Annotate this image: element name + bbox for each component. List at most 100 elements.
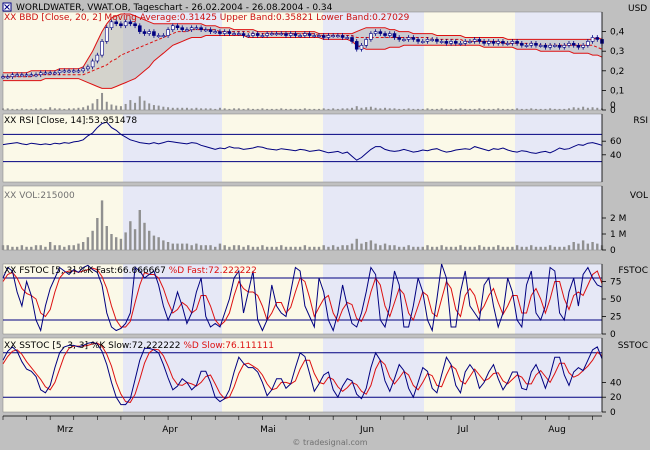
volume-bar <box>464 246 467 250</box>
volume-bar <box>397 246 401 250</box>
price-volume-bar <box>242 108 245 110</box>
volume-bar <box>388 245 391 250</box>
price-candle <box>53 72 57 75</box>
price-volume-bar <box>483 108 486 110</box>
price-volume-bar <box>426 108 429 110</box>
volume-bar <box>360 243 363 250</box>
volume-bar <box>143 222 146 250</box>
volume-bar <box>133 229 137 250</box>
price-candle <box>241 33 246 36</box>
price-candle <box>340 35 345 38</box>
upper-band-line <box>3 13 603 74</box>
volume-bar <box>63 246 66 250</box>
price-candle <box>279 33 284 36</box>
volume-bar <box>426 245 429 250</box>
price-candle <box>548 45 552 48</box>
volume-bar <box>402 246 406 250</box>
price-volume-bar <box>39 108 42 110</box>
volume-bar <box>114 237 118 250</box>
volume-bar <box>124 232 127 250</box>
price-candle <box>20 74 24 77</box>
volume-bar <box>473 246 476 250</box>
x-tick-label: Aug <box>548 425 566 435</box>
volume-bar <box>478 245 481 250</box>
month-band <box>515 12 602 110</box>
price-volume-bar <box>336 108 339 110</box>
price-candle <box>359 45 364 50</box>
price-volume-bar <box>520 108 523 110</box>
price-volume-bar <box>445 108 448 110</box>
price-volume-bar <box>539 108 542 110</box>
volume-bar <box>270 246 274 250</box>
price-candle <box>86 66 90 70</box>
price-volume-bar <box>586 107 589 110</box>
price-candle <box>595 37 600 40</box>
price-candle <box>496 41 501 44</box>
price-candle <box>109 21 114 28</box>
price-candle <box>166 29 170 36</box>
price-volume-bar <box>129 100 132 110</box>
price-candle <box>534 43 538 46</box>
x-tick-label: Apr <box>162 425 178 435</box>
month-band <box>222 12 323 110</box>
month-band <box>123 114 222 182</box>
price-volume-bar <box>341 108 344 110</box>
price-volume-bar <box>11 108 14 110</box>
price-candle <box>524 45 529 47</box>
legend-text: SSTOC [5, 3, 3] %K Slow:72.222222 <box>19 341 183 351</box>
y-tick-label: 0,4 <box>610 28 625 38</box>
price-volume-bar <box>506 108 509 110</box>
y-tick-label: 20 <box>610 393 622 403</box>
price-candle <box>567 43 571 46</box>
month-band <box>323 186 424 250</box>
price-volume-bar <box>303 108 306 110</box>
price-volume-bar <box>558 108 561 110</box>
price-candle <box>81 68 85 72</box>
price-volume-bar <box>374 107 377 110</box>
price-candle <box>137 25 142 32</box>
volume-bar <box>298 246 302 250</box>
volume-panel <box>1 200 604 250</box>
price-candle <box>199 27 203 30</box>
volume-bar <box>110 234 113 250</box>
currency-label: USD <box>628 4 647 14</box>
price-candle <box>222 31 227 34</box>
volume-bar <box>449 246 453 250</box>
price-candle <box>152 31 156 36</box>
price-candle <box>312 35 317 38</box>
price-volume-bar <box>247 108 250 110</box>
price-volume-bar <box>214 108 217 110</box>
volume-bar <box>440 245 443 250</box>
price-candle <box>185 29 189 32</box>
price-candle <box>425 39 430 42</box>
volume-bar <box>534 246 538 250</box>
volume-bar <box>317 246 321 250</box>
price-candle <box>62 70 67 73</box>
x-axis: Mrz Apr Mai Jun Jul Aug <box>2 415 602 435</box>
x-tick-label: Mrz <box>57 425 73 435</box>
price-volume-bar <box>35 108 38 110</box>
price-volume-bar <box>468 108 471 110</box>
price-candle <box>170 25 175 30</box>
price-candle <box>553 45 557 47</box>
legend-prefix: XX <box>4 191 19 201</box>
volume-bar <box>459 245 462 250</box>
month-band <box>222 186 323 250</box>
legend-sstoc: XX SSTOC [5, 3, 3] %K Slow:72.222222 %D … <box>4 341 274 351</box>
price-candle <box>439 41 444 43</box>
side-label-rsi: RSI <box>633 116 648 126</box>
legend-prefix: XX <box>4 116 19 126</box>
volume-bar <box>157 237 160 250</box>
price-candle <box>317 35 321 38</box>
volume-bar <box>515 245 519 250</box>
price-volume-bar <box>351 107 354 110</box>
price-volume-bar <box>516 108 519 110</box>
price-candle <box>293 33 298 36</box>
price-candle <box>345 37 350 39</box>
price-candle <box>128 21 133 25</box>
price-candle <box>232 33 236 36</box>
price-volume-bar <box>313 108 316 110</box>
price-volume-bar <box>369 106 372 110</box>
price-candle <box>260 35 265 38</box>
price-volume-bar <box>190 108 193 110</box>
